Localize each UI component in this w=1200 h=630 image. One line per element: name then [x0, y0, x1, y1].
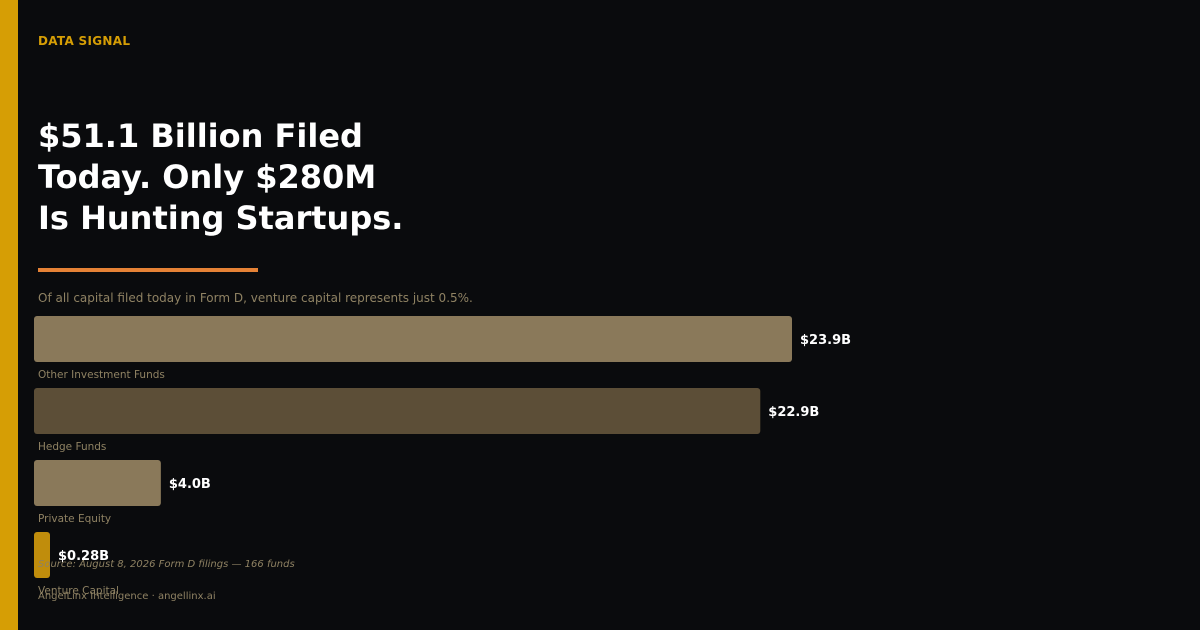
bar-category-label: Private Equity — [38, 513, 111, 525]
headline-line: $51.1 Billion Filed — [38, 117, 363, 155]
headline-underline — [38, 268, 258, 272]
bar-hedge-funds — [34, 388, 761, 434]
bar-value-label: $23.9B — [800, 333, 851, 348]
kicker-label: DATA SIGNAL — [38, 34, 131, 48]
left-accent-bar — [0, 0, 18, 630]
bar-category-label: Other Investment Funds — [38, 369, 165, 381]
bar-category-label: Hedge Funds — [38, 441, 106, 453]
bar-value-label: $4.0B — [169, 477, 211, 492]
bar-venture-capital — [34, 532, 50, 578]
headline-line: Is Hunting Startups. — [38, 199, 404, 237]
bar-category-label: Venture Capital — [38, 585, 119, 597]
bar-other-investment-funds — [34, 316, 792, 362]
headline: $51.1 Billion Filed Today. Only $280M Is… — [38, 116, 598, 239]
chart-subtitle: Of all capital filed today in Form D, ve… — [38, 291, 473, 305]
bar-value-label: $22.9B — [768, 405, 819, 420]
source-note: Source: August 8, 2026 Form D filings — … — [38, 559, 295, 570]
bar-private-equity — [34, 460, 161, 506]
headline-line: Today. Only $280M — [38, 158, 377, 196]
brand-credit: AngelLinx Intelligence · angellinx.ai — [38, 591, 216, 602]
bar-value-label: $0.28B — [58, 549, 109, 564]
